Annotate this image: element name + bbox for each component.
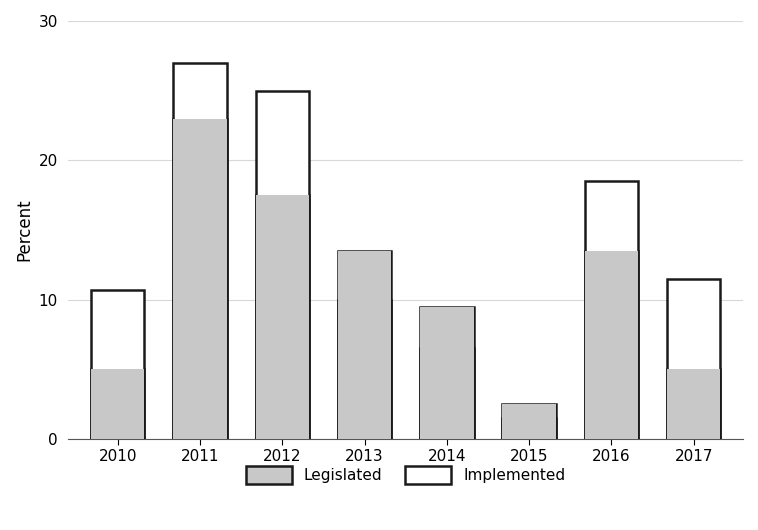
Legend: Legislated, Implemented: Legislated, Implemented xyxy=(240,460,572,490)
Bar xyxy=(255,91,309,439)
Bar xyxy=(584,181,638,439)
Y-axis label: Percent: Percent xyxy=(15,199,33,261)
Bar xyxy=(420,307,474,439)
Bar xyxy=(503,404,556,439)
Bar xyxy=(255,195,309,439)
Bar xyxy=(420,307,474,439)
Bar xyxy=(667,369,720,439)
Bar xyxy=(174,63,227,439)
Bar xyxy=(667,369,720,439)
Bar xyxy=(667,279,720,439)
Bar xyxy=(174,119,227,439)
Bar xyxy=(174,119,227,439)
Bar xyxy=(91,369,145,439)
Bar xyxy=(584,251,638,439)
Bar xyxy=(338,299,391,439)
Bar xyxy=(420,348,474,439)
Bar xyxy=(91,369,145,439)
Bar xyxy=(338,251,391,439)
Bar xyxy=(503,404,556,439)
Bar xyxy=(91,290,145,439)
Bar xyxy=(255,195,309,439)
Bar xyxy=(584,251,638,439)
Bar xyxy=(503,418,556,439)
Bar xyxy=(338,251,391,439)
